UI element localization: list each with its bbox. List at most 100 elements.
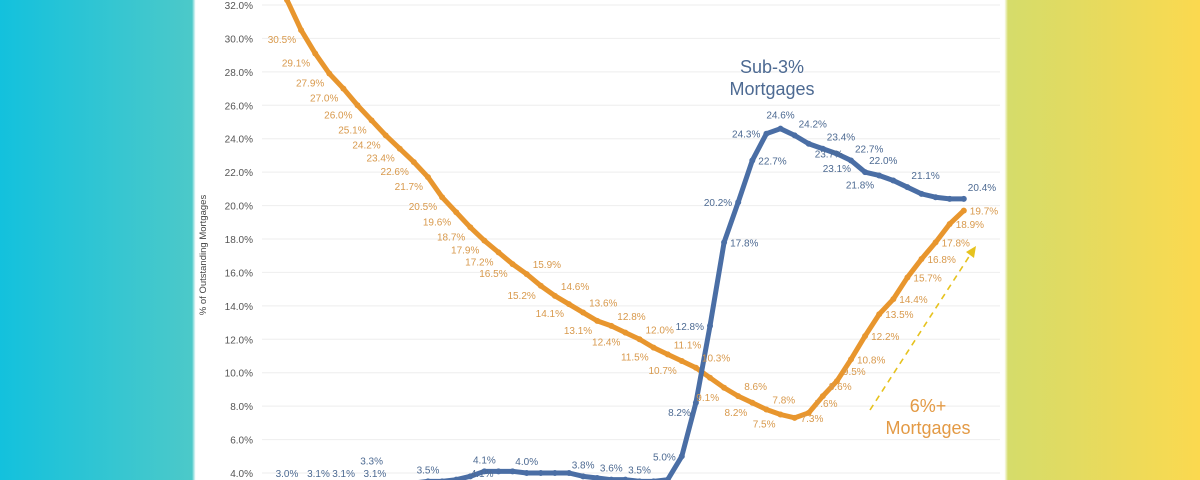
data-point bbox=[932, 194, 939, 201]
data-label: 8.2% bbox=[668, 408, 691, 419]
data-label: 23.4% bbox=[366, 154, 394, 165]
data-point bbox=[608, 476, 615, 480]
data-label: 10.8% bbox=[857, 355, 885, 366]
data-label: 27.9% bbox=[296, 79, 324, 90]
data-label: 7.3% bbox=[801, 414, 824, 425]
data-point bbox=[594, 317, 601, 324]
data-point bbox=[763, 406, 770, 413]
data-point bbox=[749, 399, 756, 406]
data-label: 8.6% bbox=[744, 382, 767, 393]
data-label: 14.6% bbox=[561, 282, 589, 293]
data-label: 18.9% bbox=[956, 220, 984, 231]
data-label: 10.3% bbox=[702, 354, 730, 365]
gridlines bbox=[262, 4, 1000, 474]
data-label: 12.8% bbox=[617, 312, 645, 323]
data-label: 12.8% bbox=[676, 322, 704, 333]
data-point bbox=[692, 399, 699, 406]
data-point bbox=[692, 364, 699, 371]
data-point bbox=[284, 0, 290, 3]
data-point bbox=[890, 296, 897, 303]
data-point bbox=[707, 322, 713, 329]
data-label: 3.5% bbox=[628, 465, 651, 476]
y-tick-label: 4.0% bbox=[230, 469, 253, 480]
data-point bbox=[791, 414, 798, 421]
data-label: 24.3% bbox=[732, 130, 760, 141]
data-point bbox=[622, 476, 629, 480]
data-point bbox=[396, 145, 403, 152]
data-label: 24.6% bbox=[766, 111, 794, 122]
data-label: 22.0% bbox=[869, 156, 897, 167]
data-point bbox=[537, 282, 544, 289]
data-point bbox=[566, 301, 572, 308]
data-label: 7.5% bbox=[753, 420, 776, 431]
data-label: 4.0% bbox=[515, 457, 538, 468]
data-point bbox=[960, 195, 967, 202]
data-point bbox=[566, 470, 572, 476]
data-label: 13.5% bbox=[885, 310, 913, 321]
data-point bbox=[735, 199, 742, 206]
data-point bbox=[890, 177, 897, 184]
y-tick-label: 14.0% bbox=[225, 302, 253, 313]
data-label: 23.1% bbox=[823, 164, 851, 175]
data-point bbox=[410, 159, 417, 166]
data-label: 11.5% bbox=[621, 353, 649, 364]
data-point bbox=[735, 393, 742, 400]
data-point bbox=[650, 344, 657, 351]
data-label: 9.5% bbox=[843, 367, 866, 378]
data-label: 19.6% bbox=[423, 217, 451, 228]
trend-arrow bbox=[869, 251, 973, 411]
data-point bbox=[467, 473, 474, 480]
annotation-sub3-line1: Sub-3% bbox=[740, 57, 804, 77]
data-label: 3.1% bbox=[364, 469, 387, 480]
data-point bbox=[946, 195, 953, 202]
y-tick-label: 24.0% bbox=[225, 135, 253, 146]
data-label: 17.2% bbox=[465, 257, 493, 268]
data-label: 14.4% bbox=[899, 295, 927, 306]
data-point bbox=[368, 117, 375, 124]
data-point bbox=[904, 184, 911, 191]
data-point bbox=[791, 132, 798, 139]
data-label: 8.2% bbox=[725, 408, 748, 419]
annotation-6plus-line2: Mortgages bbox=[885, 418, 970, 438]
data-point bbox=[721, 384, 728, 391]
data-label: 16.5% bbox=[479, 269, 507, 280]
y-tick-label: 20.0% bbox=[225, 202, 253, 213]
data-point bbox=[509, 261, 516, 268]
data-point bbox=[481, 237, 488, 244]
data-point bbox=[960, 207, 967, 214]
data-label: 20.5% bbox=[409, 202, 437, 213]
data-label: 3.1% bbox=[332, 469, 355, 480]
data-point bbox=[707, 374, 713, 381]
data-label: 29.1% bbox=[282, 58, 310, 69]
data-point bbox=[509, 468, 516, 475]
data-label: 17.9% bbox=[451, 246, 479, 257]
data-label: 7.8% bbox=[772, 395, 795, 406]
data-label: 21.7% bbox=[395, 182, 423, 193]
data-point bbox=[678, 358, 685, 365]
data-point bbox=[848, 356, 854, 363]
y-tick-label: 18.0% bbox=[225, 235, 253, 246]
chart-panel bbox=[196, 0, 1004, 480]
data-label: 22.7% bbox=[758, 156, 786, 167]
data-point bbox=[918, 190, 925, 197]
data-point bbox=[354, 102, 361, 109]
data-label: 8.6% bbox=[829, 382, 852, 393]
y-tick-label: 22.0% bbox=[225, 168, 253, 179]
data-label: 22.7% bbox=[855, 144, 883, 155]
data-point bbox=[594, 475, 601, 480]
data-label: 20.4% bbox=[968, 183, 996, 194]
y-tick-label: 10.0% bbox=[225, 369, 253, 380]
data-point bbox=[622, 329, 629, 336]
data-point bbox=[777, 125, 784, 132]
data-label: 3.8% bbox=[572, 460, 595, 471]
data-point bbox=[580, 473, 587, 480]
data-label: 24.2% bbox=[799, 119, 827, 130]
data-label: 3.0% bbox=[276, 469, 299, 480]
data-label: 12.2% bbox=[871, 332, 899, 343]
data-label: 17.8% bbox=[942, 238, 970, 249]
data-point bbox=[298, 27, 305, 34]
data-label: 27.0% bbox=[310, 94, 338, 105]
data-point bbox=[664, 476, 671, 480]
data-point bbox=[805, 140, 812, 147]
data-point bbox=[467, 224, 474, 231]
